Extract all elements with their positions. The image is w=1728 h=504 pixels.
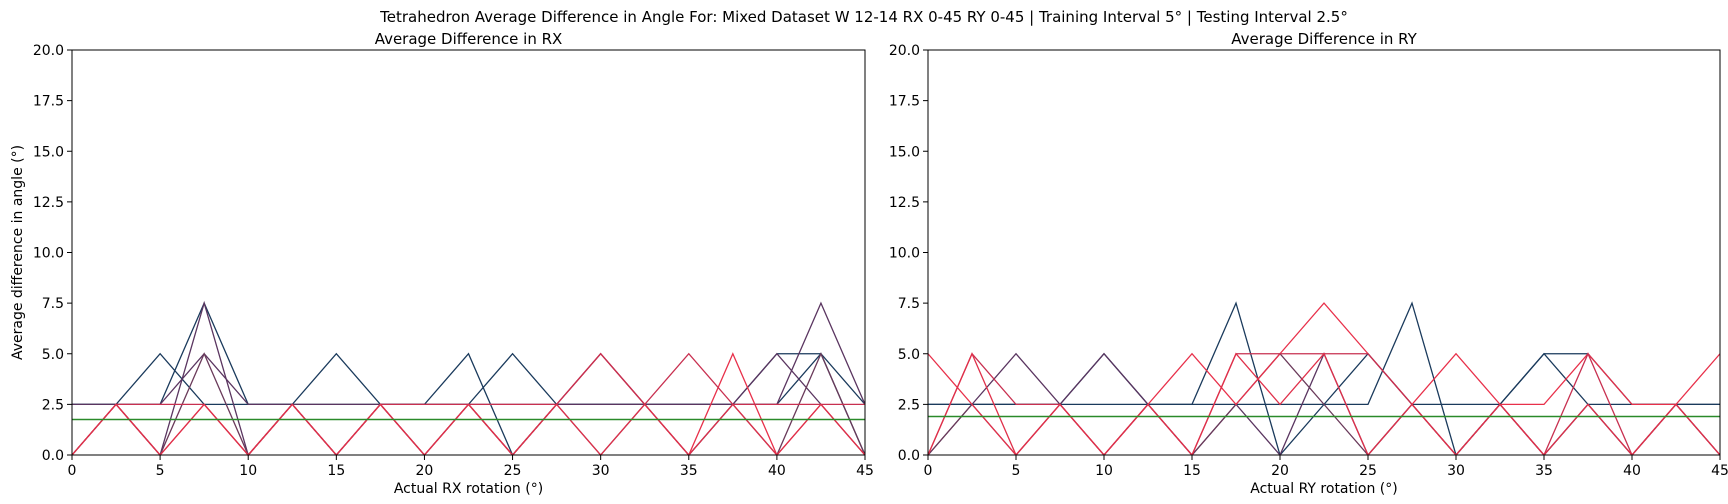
x-tick-label: 35: [680, 463, 698, 479]
y-tick-label: 0.0: [898, 448, 920, 464]
y-tick-label: 15.0: [33, 144, 64, 160]
x-tick-label: 20: [1271, 463, 1289, 479]
subplot-ry: Average Difference in RY 0 5 10 15 20 25 30 35 40…: [889, 30, 1728, 497]
x-tick-label: 5: [1012, 463, 1021, 479]
x-tick-label: 15: [1183, 463, 1201, 479]
x-tick-label: 10: [239, 463, 257, 479]
y-tick-label: 10.0: [889, 246, 920, 262]
y-tick-label: 17.5: [889, 94, 920, 110]
x-tick-label: 0: [68, 463, 77, 479]
x-tick-label: 40: [1623, 463, 1641, 479]
y-tick-label: 7.5: [898, 296, 920, 312]
x-tick-label: 40: [768, 463, 786, 479]
x-tick-label: 25: [1359, 463, 1377, 479]
x-tick-label: 20: [416, 463, 434, 479]
y-tick-label: 17.5: [33, 94, 64, 110]
series-line-4: [927, 302, 1721, 456]
x-tick-label: 30: [1447, 463, 1465, 479]
x-tick-label: 5: [156, 463, 165, 479]
y-tick-label: 12.5: [33, 195, 64, 211]
x-axis-label: Actual RX rotation (°): [394, 481, 543, 497]
series-line-7: [71, 403, 866, 456]
y-tick-label: 5.0: [898, 347, 920, 363]
x-tick-label: 45: [856, 463, 874, 479]
subplot-rx: Average Difference in RX 0 5 10 15 20 25 30 35 40…: [10, 30, 874, 497]
y-tick-label: 20.0: [889, 43, 920, 59]
x-tick-label: 10: [1095, 463, 1113, 479]
series-line-2: [71, 300, 866, 457]
subplot-title: Average Difference in RX: [375, 30, 563, 48]
y-tick-label: 20.0: [33, 43, 64, 59]
plot-frame: [927, 49, 1721, 456]
figure-suptitle: Tetrahedron Average Difference in Angle …: [379, 8, 1348, 26]
x-tick-label: 0: [924, 463, 933, 479]
x-tick-label: 15: [327, 463, 345, 479]
y-tick-label: 7.5: [42, 296, 64, 312]
y-tick-label: 5.0: [42, 347, 64, 363]
y-tick-label: 15.0: [889, 144, 920, 160]
subplot-title: Average Difference in RY: [1231, 30, 1417, 48]
x-tick-label: 35: [1535, 463, 1553, 479]
series-line-0: [928, 301, 1720, 457]
plot-frame: [71, 49, 866, 456]
series-line-6: [927, 352, 1721, 457]
y-axis-label: Average difference in angle (°): [10, 145, 26, 360]
y-tick-label: 2.5: [898, 397, 920, 413]
y-tick-label: 0.0: [42, 448, 64, 464]
y-tick-label: 10.0: [33, 246, 64, 262]
series-line-1: [72, 301, 866, 456]
y-tick-label: 12.5: [889, 195, 920, 211]
x-axis-label: Actual RY rotation (°): [1250, 481, 1397, 497]
series-line-1: [928, 301, 1720, 457]
x-tick-label: 30: [592, 463, 610, 479]
y-tick-label: 2.5: [42, 397, 64, 413]
x-tick-label: 25: [504, 463, 522, 479]
x-tick-label: 45: [1711, 463, 1728, 479]
